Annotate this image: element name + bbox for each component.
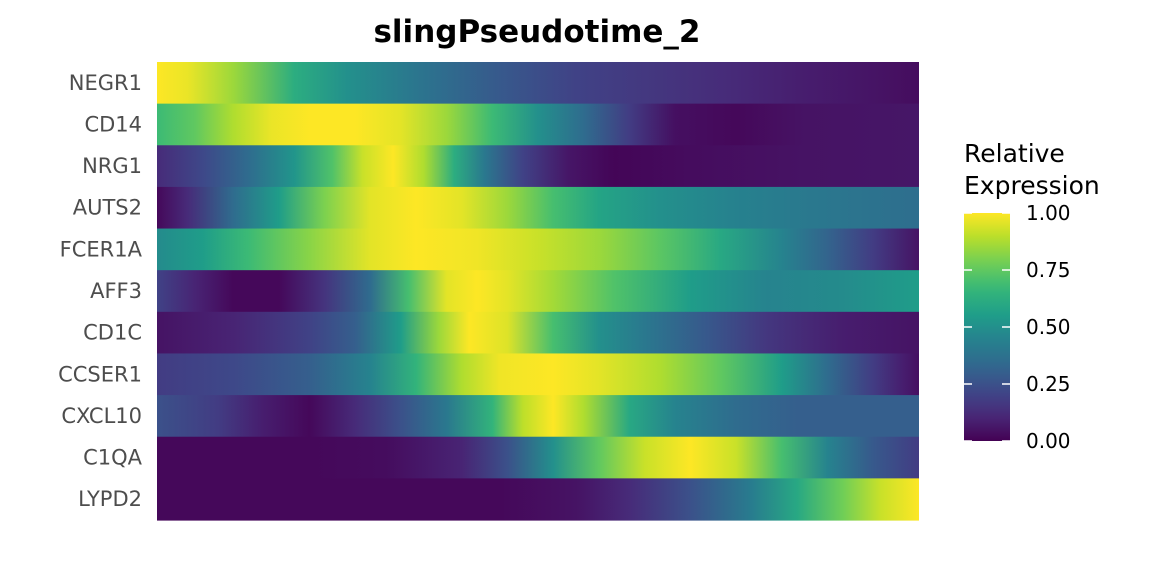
- row-label-cd14: CD14: [84, 112, 142, 136]
- heatmap-rows: NEGR1 CD14 NRG1 AUTS2 FCER1A AFF3 CD1C CCSER1 CX…: [58, 62, 919, 521]
- row-label-c1qa: C1QA: [83, 446, 143, 470]
- heatmap-row-nrg1: [157, 145, 919, 188]
- legend-tick-label: 1.00: [1026, 201, 1071, 225]
- heatmap-row-cxcl10: [157, 395, 919, 438]
- heatmap-row-lypd2: [157, 478, 919, 521]
- legend-title-line-1: Relative: [964, 139, 1065, 168]
- heatmap-row-c1qa: [157, 436, 919, 479]
- row-label-fcer1a: FCER1A: [60, 237, 143, 261]
- heatmap-row-auts2: [157, 186, 919, 230]
- legend-tick-label: 0.25: [1026, 372, 1071, 396]
- legend-tick-label: 0.50: [1026, 315, 1071, 339]
- row-label-negr1: NEGR1: [69, 71, 142, 95]
- heatmap-row-cd14: [157, 103, 919, 146]
- row-label-nrg1: NRG1: [82, 154, 142, 178]
- row-label-lypd2: LYPD2: [78, 487, 142, 511]
- row-label-ccser1: CCSER1: [58, 362, 142, 386]
- row-label-cd1c: CD1C: [83, 321, 142, 345]
- legend-title-line-2: Expression: [964, 171, 1100, 200]
- legend-tick-label: 0.75: [1026, 258, 1071, 282]
- heatmap-row-cd1c: [157, 311, 919, 355]
- legend: Relative Expression 1.00 0.75 0.50 0.25 0.00: [964, 139, 1100, 453]
- heatmap-row-aff3: [157, 270, 919, 313]
- heatmap-row-ccser1: [157, 353, 919, 396]
- heatmap-row-fcer1a: [157, 228, 919, 271]
- legend-tick-label: 0.00: [1026, 429, 1071, 453]
- chart-title: slingPseudotime_2: [373, 14, 700, 50]
- row-label-auts2: AUTS2: [73, 196, 142, 220]
- row-label-aff3: AFF3: [90, 279, 142, 303]
- row-label-cxcl10: CXCL10: [61, 404, 142, 428]
- heatmap-row-negr1: [157, 62, 919, 105]
